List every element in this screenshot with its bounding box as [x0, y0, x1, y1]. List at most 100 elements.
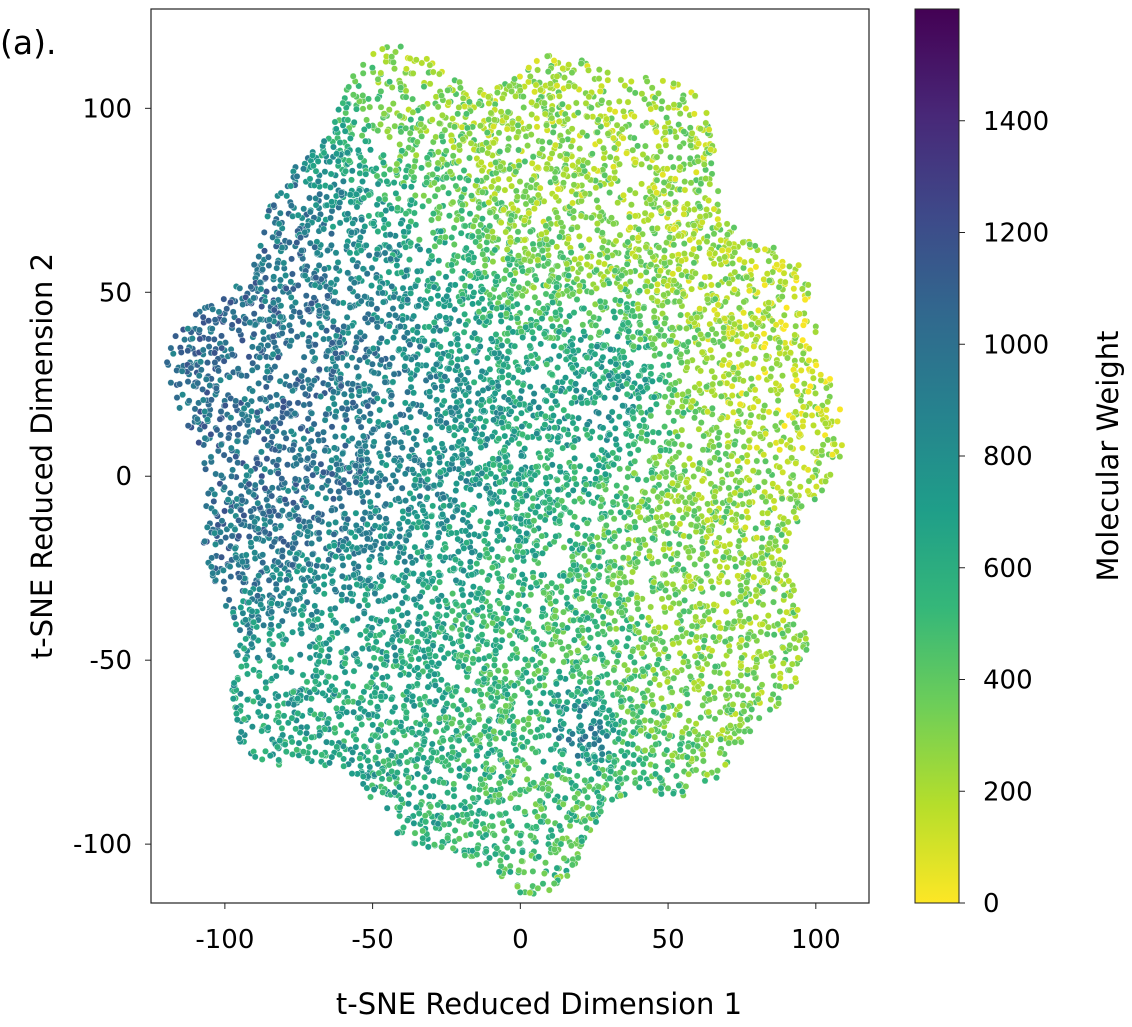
- scatter-point: [435, 269, 443, 277]
- scatter-point: [781, 543, 789, 551]
- scatter-point: [540, 689, 547, 697]
- scatter-point: [631, 659, 638, 666]
- scatter-point: [750, 403, 757, 411]
- scatter-point: [301, 582, 309, 590]
- scatter-point: [823, 384, 830, 392]
- scatter-point: [711, 557, 719, 565]
- scatter-point: [661, 623, 669, 631]
- scatter-point: [336, 751, 343, 758]
- scatter-point: [641, 489, 649, 496]
- scatter-point: [402, 497, 409, 504]
- scatter-point: [236, 420, 244, 427]
- scatter-point: [331, 433, 339, 440]
- scatter-point: [746, 727, 754, 735]
- scatter-point: [432, 652, 439, 660]
- scatter-point: [380, 170, 388, 178]
- scatter-point: [649, 428, 657, 436]
- scatter-point: [630, 415, 637, 422]
- scatter-point: [393, 769, 401, 776]
- scatter-point: [747, 375, 755, 383]
- scatter-point: [366, 498, 374, 506]
- scatter-point: [244, 670, 251, 678]
- scatter-point: [511, 75, 518, 83]
- scatter-point: [634, 142, 641, 150]
- scatter-point: [484, 589, 492, 597]
- scatter-point: [203, 416, 211, 423]
- scatter-point: [711, 663, 719, 670]
- scatter-point: [579, 321, 587, 329]
- scatter-point: [413, 741, 421, 749]
- scatter-point: [448, 267, 456, 275]
- scatter-point: [560, 504, 568, 512]
- scatter-point: [725, 527, 733, 534]
- scatter-point: [547, 746, 555, 753]
- scatter-point: [667, 190, 675, 198]
- scatter-point: [297, 446, 305, 453]
- scatter-point: [423, 494, 431, 501]
- scatter-point: [641, 747, 649, 754]
- scatter-point: [613, 492, 621, 500]
- scatter-point: [649, 474, 656, 482]
- scatter-point: [221, 483, 228, 491]
- scatter-point: [507, 619, 515, 627]
- scatter-point: [373, 703, 381, 711]
- scatter-point: [385, 439, 393, 447]
- scatter-point: [372, 664, 380, 672]
- scatter-point: [573, 296, 581, 303]
- scatter-point: [514, 591, 522, 599]
- scatter-point: [322, 494, 330, 502]
- scatter-point: [458, 274, 466, 282]
- scatter-point: [559, 800, 567, 808]
- scatter-point: [665, 371, 673, 379]
- scatter-point: [383, 127, 391, 135]
- scatter-point: [785, 479, 793, 487]
- scatter-point: [463, 539, 471, 547]
- scatter-point: [284, 461, 291, 469]
- scatter-point: [220, 578, 228, 585]
- scatter-point: [666, 353, 673, 360]
- scatter-point: [501, 662, 509, 670]
- scatter-point: [480, 305, 488, 313]
- scatter-point: [353, 489, 361, 497]
- scatter-point: [395, 345, 403, 353]
- scatter-point: [596, 251, 604, 259]
- scatter-point: [359, 69, 367, 77]
- scatter-point: [447, 766, 455, 774]
- scatter-point: [528, 328, 536, 336]
- scatter-point: [686, 236, 694, 244]
- scatter-point: [495, 129, 503, 137]
- scatter-point: [571, 513, 578, 521]
- scatter-point: [236, 626, 244, 634]
- scatter-point: [819, 441, 827, 449]
- scatter-point: [432, 133, 440, 141]
- scatter-point: [306, 400, 313, 408]
- scatter-point: [790, 285, 798, 293]
- scatter-point: [225, 596, 233, 604]
- scatter-point: [763, 352, 770, 360]
- scatter-point: [179, 391, 187, 399]
- scatter-point: [359, 432, 367, 440]
- scatter-point: [270, 273, 278, 281]
- scatter-point: [258, 756, 266, 763]
- scatter-point: [699, 735, 707, 743]
- scatter-point: [432, 697, 440, 705]
- scatter-point: [498, 628, 506, 635]
- scatter-point: [392, 189, 400, 197]
- scatter-point: [257, 601, 265, 609]
- scatter-point: [612, 237, 620, 245]
- scatter-point: [610, 308, 617, 315]
- scatter-point: [554, 291, 562, 299]
- scatter-point: [317, 460, 325, 468]
- scatter-point: [531, 552, 539, 559]
- scatter-point: [444, 650, 452, 657]
- scatter-point: [425, 672, 432, 680]
- scatter-point: [612, 394, 619, 402]
- scatter-point: [637, 258, 645, 266]
- scatter-point: [426, 424, 434, 431]
- scatter-point: [672, 198, 679, 206]
- scatter-point: [516, 178, 524, 186]
- scatter-point: [759, 588, 767, 595]
- scatter-point: [507, 779, 515, 786]
- scatter-point: [216, 415, 224, 423]
- scatter-point: [639, 151, 647, 158]
